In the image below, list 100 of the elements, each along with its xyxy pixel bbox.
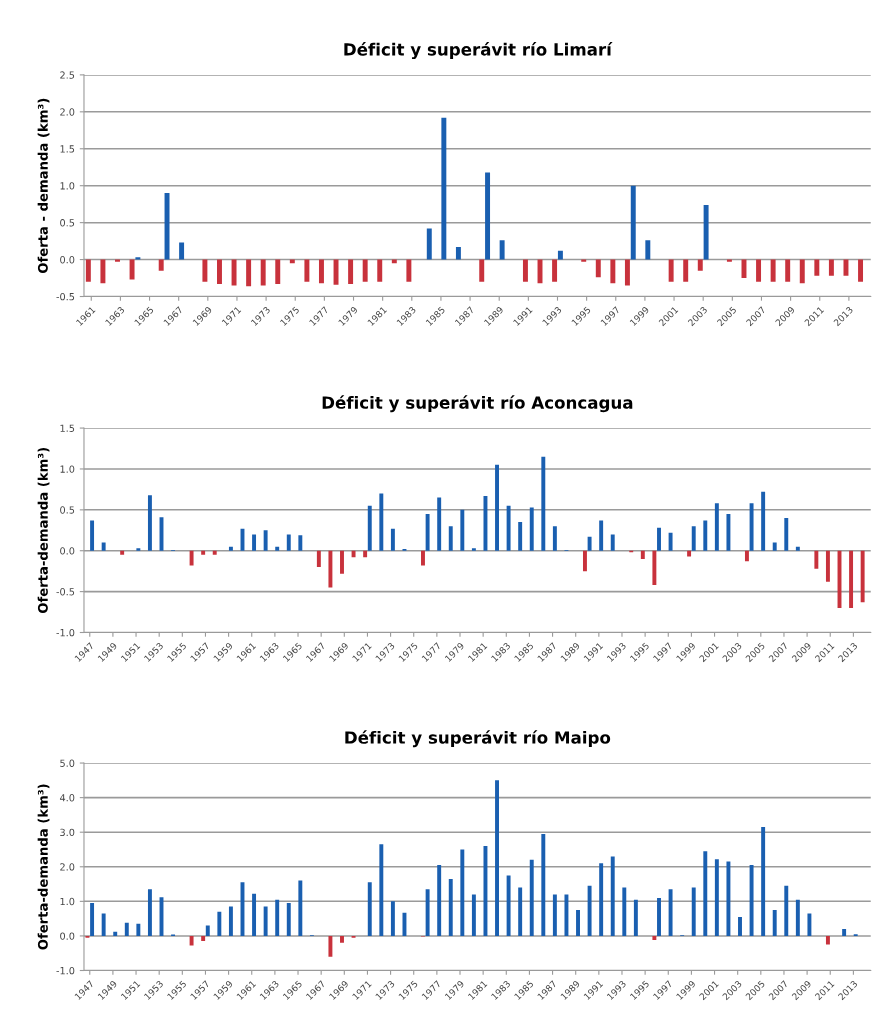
- y-tick-label: 2.5: [60, 71, 75, 79]
- bar: [328, 550, 333, 588]
- y-tick-label: -1.0: [56, 966, 75, 975]
- bar: [298, 880, 303, 936]
- bar: [624, 259, 630, 286]
- bar: [367, 882, 372, 936]
- y-tick-label: 1.5: [60, 145, 75, 153]
- bar: [610, 856, 615, 936]
- bar: [849, 550, 854, 608]
- bar: [795, 899, 800, 936]
- bar: [231, 259, 237, 286]
- bar: [599, 520, 604, 551]
- bar: [668, 532, 673, 551]
- bar: [518, 887, 523, 936]
- bar: [522, 259, 528, 282]
- bar: [426, 228, 432, 260]
- bar: [668, 259, 674, 282]
- bar: [599, 863, 604, 936]
- bar: [657, 897, 661, 936]
- bar: [785, 259, 791, 282]
- bar: [842, 929, 847, 936]
- bar: [738, 916, 742, 936]
- bar: [135, 257, 141, 260]
- y-tick-label: 2.0: [60, 108, 75, 116]
- bar: [228, 906, 233, 936]
- bar: [714, 503, 719, 551]
- bar: [860, 550, 865, 603]
- chart-title: Déficit y superávit río Aconcagua: [322, 395, 633, 413]
- y-tick-label: 1.0: [60, 182, 75, 190]
- y-tick-label: 1.0: [60, 897, 75, 906]
- bar: [657, 527, 661, 551]
- bar: [455, 247, 461, 260]
- bar: [581, 259, 587, 262]
- bar: [518, 522, 523, 551]
- bar: [390, 528, 395, 551]
- bar: [448, 878, 453, 936]
- bar: [622, 887, 627, 936]
- bar: [541, 456, 546, 551]
- bar: [761, 491, 766, 551]
- bar: [749, 865, 754, 936]
- bar: [115, 259, 120, 262]
- bar: [421, 550, 425, 566]
- y-tick-label: 0.5: [60, 219, 75, 227]
- bar: [252, 534, 257, 551]
- bar: [252, 893, 257, 936]
- bar: [406, 259, 412, 282]
- bar: [363, 550, 368, 558]
- bar: [340, 935, 344, 943]
- bar: [158, 259, 164, 271]
- bar: [147, 889, 152, 936]
- bar: [298, 535, 303, 551]
- y-tick-label: 2.0: [60, 863, 75, 871]
- y-tick-label: -0.5: [56, 292, 75, 301]
- bar: [351, 550, 356, 558]
- bar: [100, 259, 106, 284]
- bar: [275, 899, 280, 936]
- bar: [425, 513, 430, 551]
- y-tick-label: 5.0: [60, 759, 75, 767]
- bar: [703, 204, 709, 260]
- y-tick-label: 3.0: [60, 828, 75, 837]
- bar: [630, 185, 636, 260]
- bar: [633, 899, 638, 936]
- bar: [795, 546, 800, 551]
- bar: [691, 887, 696, 936]
- bar: [784, 885, 789, 936]
- bar: [495, 464, 499, 551]
- bar: [770, 259, 776, 282]
- bar: [485, 172, 491, 260]
- y-tick-label: -1.0: [56, 628, 75, 637]
- bar: [90, 903, 95, 936]
- bar: [246, 259, 252, 287]
- bar: [749, 503, 754, 551]
- bar: [304, 259, 310, 282]
- bar: [506, 875, 511, 936]
- bar: [529, 507, 534, 551]
- bar: [460, 509, 465, 551]
- bar: [697, 259, 703, 271]
- bar: [772, 542, 777, 551]
- bar: [552, 894, 557, 936]
- bar: [703, 851, 708, 936]
- bar: [587, 536, 592, 551]
- bar: [552, 526, 557, 551]
- y-tick-label: 1.5: [60, 424, 75, 432]
- bar: [691, 526, 696, 551]
- bar: [228, 546, 233, 551]
- bar: [340, 550, 344, 574]
- bar: [390, 901, 395, 936]
- bar: [437, 865, 442, 936]
- bar: [460, 849, 465, 936]
- bar: [101, 913, 106, 936]
- bar: [772, 910, 777, 936]
- bar: [610, 534, 615, 551]
- chart-title: Déficit y superávit río Maipo: [345, 730, 611, 748]
- y-tick-label: 0.5: [60, 506, 75, 514]
- bar: [499, 240, 505, 260]
- y-axis-title: Oferta - demanda (km³): [37, 98, 50, 274]
- bar: [640, 550, 645, 559]
- bar: [582, 550, 587, 572]
- bar: [471, 548, 476, 551]
- y-tick-label: 1.0: [60, 465, 75, 473]
